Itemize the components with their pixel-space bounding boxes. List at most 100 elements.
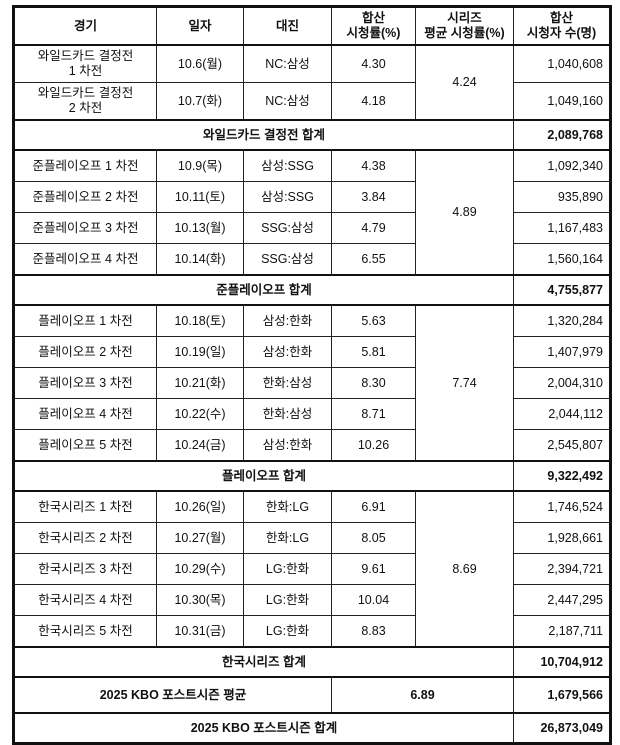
table-row: 플레이오프 5 차전 10.24(금) 삼성:한화 10.26 2,545,807 bbox=[13, 429, 611, 462]
rating-cell: 8.71 bbox=[331, 398, 416, 430]
grand-total-viewers: 26,873,049 bbox=[513, 712, 611, 744]
matchup-cell: 삼성:한화 bbox=[243, 429, 332, 462]
table-row: 한국시리즈 2 차전 10.27(월) 한화:LG 8.05 1,928,661 bbox=[13, 522, 611, 554]
rating-cell: 8.30 bbox=[331, 367, 416, 399]
table-row: 와일드카드 결정전 1 차전 10.6(월) NC:삼성 4.30 4.24 1,040,… bbox=[13, 44, 611, 121]
column-header: 합산 시청률(%) bbox=[331, 6, 416, 46]
viewers-cell: 1,560,164 bbox=[513, 243, 611, 276]
subtotal-row: 플레이오프 합계 9,322,492 bbox=[13, 460, 611, 492]
date-cell: 10.29(수) bbox=[156, 553, 244, 585]
viewers-cell: 1,040,608 bbox=[513, 44, 611, 83]
game-cell: 준플레이오프 4 차전 bbox=[13, 243, 157, 276]
matchup-cell: 삼성:한화 bbox=[243, 304, 332, 337]
subtotal-label: 플레이오프 합계 bbox=[13, 460, 514, 492]
game-cell: 준플레이오프 1 차전 bbox=[13, 149, 157, 182]
game-cell: 플레이오프 2 차전 bbox=[13, 336, 157, 368]
date-cell: 10.30(목) bbox=[156, 584, 244, 616]
subtotal-row: 한국시리즈 합계 10,704,912 bbox=[13, 646, 611, 678]
matchup-cell: LG:한화 bbox=[243, 553, 332, 585]
table-row: 와일드카드 결정전 2 차전 10.7(화) NC:삼성 4.18 1,049,160 bbox=[13, 82, 611, 121]
table-row: 플레이오프 4 차전 10.22(수) 한화:삼성 8.71 2,044,112 bbox=[13, 398, 611, 430]
rating-cell: 9.61 bbox=[331, 553, 416, 585]
series-average-cell: 4.89 bbox=[415, 149, 514, 276]
matchup-cell: SSG:삼성 bbox=[243, 243, 332, 276]
subtotal-row: 준플레이오프 합계 4,755,877 bbox=[13, 274, 611, 306]
viewers-cell: 1,928,661 bbox=[513, 522, 611, 554]
date-cell: 10.21(화) bbox=[156, 367, 244, 399]
table-row: 플레이오프 2 차전 10.19(일) 삼성:한화 5.81 1,407,979 bbox=[13, 336, 611, 368]
matchup-cell: 한화:삼성 bbox=[243, 367, 332, 399]
table-row: 플레이오프 3 차전 10.21(화) 한화:삼성 8.30 2,004,310 bbox=[13, 367, 611, 399]
table-row: 한국시리즈 1 차전 10.26(일) 한화:LG 6.91 8.69 1,746,524 bbox=[13, 490, 611, 648]
rating-cell: 3.84 bbox=[331, 181, 416, 213]
column-header: 시리즈 평균 시청률(%) bbox=[415, 6, 514, 46]
rating-cell: 4.79 bbox=[331, 212, 416, 244]
matchup-cell: NC:삼성 bbox=[243, 44, 332, 83]
viewers-cell: 1,092,340 bbox=[513, 149, 611, 182]
table-row: 플레이오프 1 차전 10.18(토) 삼성:한화 5.63 7.74 1,320,284 bbox=[13, 304, 611, 462]
viewers-cell: 2,044,112 bbox=[513, 398, 611, 430]
average-row: 2025 KBO 포스트시즌 평균 6.89 1,679,566 bbox=[13, 676, 611, 714]
average-rating: 6.89 bbox=[331, 676, 514, 714]
rating-cell: 8.83 bbox=[331, 615, 416, 648]
date-cell: 10.18(토) bbox=[156, 304, 244, 337]
matchup-cell: 한화:삼성 bbox=[243, 398, 332, 430]
series-average-cell: 7.74 bbox=[415, 304, 514, 462]
subtotal-label: 와일드카드 결정전 합계 bbox=[13, 119, 514, 151]
table-row: 준플레이오프 3 차전 10.13(월) SSG:삼성 4.79 1,167,483 bbox=[13, 212, 611, 244]
matchup-cell: SSG:삼성 bbox=[243, 212, 332, 244]
viewers-cell: 2,545,807 bbox=[513, 429, 611, 462]
grand-total-row: 2025 KBO 포스트시즌 합계 26,873,049 bbox=[13, 712, 611, 744]
table-row: 준플레이오프 2 차전 10.11(토) 삼성:SSG 3.84 935,890 bbox=[13, 181, 611, 213]
rating-cell: 5.63 bbox=[331, 304, 416, 337]
table-row: 준플레이오프 1 차전 10.9(목) 삼성:SSG 4.38 4.89 1,092,34… bbox=[13, 149, 611, 276]
viewers-cell: 1,049,160 bbox=[513, 82, 611, 121]
matchup-cell: NC:삼성 bbox=[243, 82, 332, 121]
date-cell: 10.19(일) bbox=[156, 336, 244, 368]
table-row: 한국시리즈 4 차전 10.30(목) LG:한화 10.04 2,447,295 bbox=[13, 584, 611, 616]
series-average-cell: 8.69 bbox=[415, 490, 514, 648]
game-cell: 한국시리즈 3 차전 bbox=[13, 553, 157, 585]
subtotal-viewers: 2,089,768 bbox=[513, 119, 611, 151]
matchup-cell: 한화:LG bbox=[243, 490, 332, 523]
date-cell: 10.9(목) bbox=[156, 149, 244, 182]
table-row: 한국시리즈 3 차전 10.29(수) LG:한화 9.61 2,394,721 bbox=[13, 553, 611, 585]
date-cell: 10.22(수) bbox=[156, 398, 244, 430]
table-row: 한국시리즈 5 차전 10.31(금) LG:한화 8.83 2,187,711 bbox=[13, 615, 611, 648]
game-cell: 준플레이오프 2 차전 bbox=[13, 181, 157, 213]
game-cell: 한국시리즈 5 차전 bbox=[13, 615, 157, 648]
game-cell: 준플레이오프 3 차전 bbox=[13, 212, 157, 244]
game-cell: 한국시리즈 1 차전 bbox=[13, 490, 157, 523]
grand-total-label: 2025 KBO 포스트시즌 합계 bbox=[13, 712, 514, 744]
game-cell: 플레이오프 3 차전 bbox=[13, 367, 157, 399]
viewers-cell: 935,890 bbox=[513, 181, 611, 213]
subtotal-viewers: 10,704,912 bbox=[513, 646, 611, 678]
matchup-cell: LG:한화 bbox=[243, 615, 332, 648]
date-cell: 10.24(금) bbox=[156, 429, 244, 462]
viewers-cell: 1,407,979 bbox=[513, 336, 611, 368]
viewers-cell: 2,394,721 bbox=[513, 553, 611, 585]
game-cell: 플레이오프 5 차전 bbox=[13, 429, 157, 462]
date-cell: 10.6(월) bbox=[156, 44, 244, 83]
column-header: 경기 bbox=[13, 6, 157, 46]
rating-cell: 4.18 bbox=[331, 82, 416, 121]
date-cell: 10.14(화) bbox=[156, 243, 244, 276]
date-cell: 10.31(금) bbox=[156, 615, 244, 648]
column-header: 합산 시청자 수(명) bbox=[513, 6, 611, 46]
date-cell: 10.27(월) bbox=[156, 522, 244, 554]
matchup-cell: LG:한화 bbox=[243, 584, 332, 616]
date-cell: 10.11(토) bbox=[156, 181, 244, 213]
viewers-cell: 2,187,711 bbox=[513, 615, 611, 648]
subtotal-row: 와일드카드 결정전 합계 2,089,768 bbox=[13, 119, 611, 151]
game-cell: 한국시리즈 2 차전 bbox=[13, 522, 157, 554]
game-cell: 한국시리즈 4 차전 bbox=[13, 584, 157, 616]
date-cell: 10.26(일) bbox=[156, 490, 244, 523]
viewers-cell: 2,447,295 bbox=[513, 584, 611, 616]
matchup-cell: 삼성:SSG bbox=[243, 149, 332, 182]
rating-cell: 5.81 bbox=[331, 336, 416, 368]
rating-cell: 6.55 bbox=[331, 243, 416, 276]
subtotal-viewers: 9,322,492 bbox=[513, 460, 611, 492]
subtotal-viewers: 4,755,877 bbox=[513, 274, 611, 306]
date-cell: 10.7(화) bbox=[156, 82, 244, 121]
matchup-cell: 삼성:SSG bbox=[243, 181, 332, 213]
